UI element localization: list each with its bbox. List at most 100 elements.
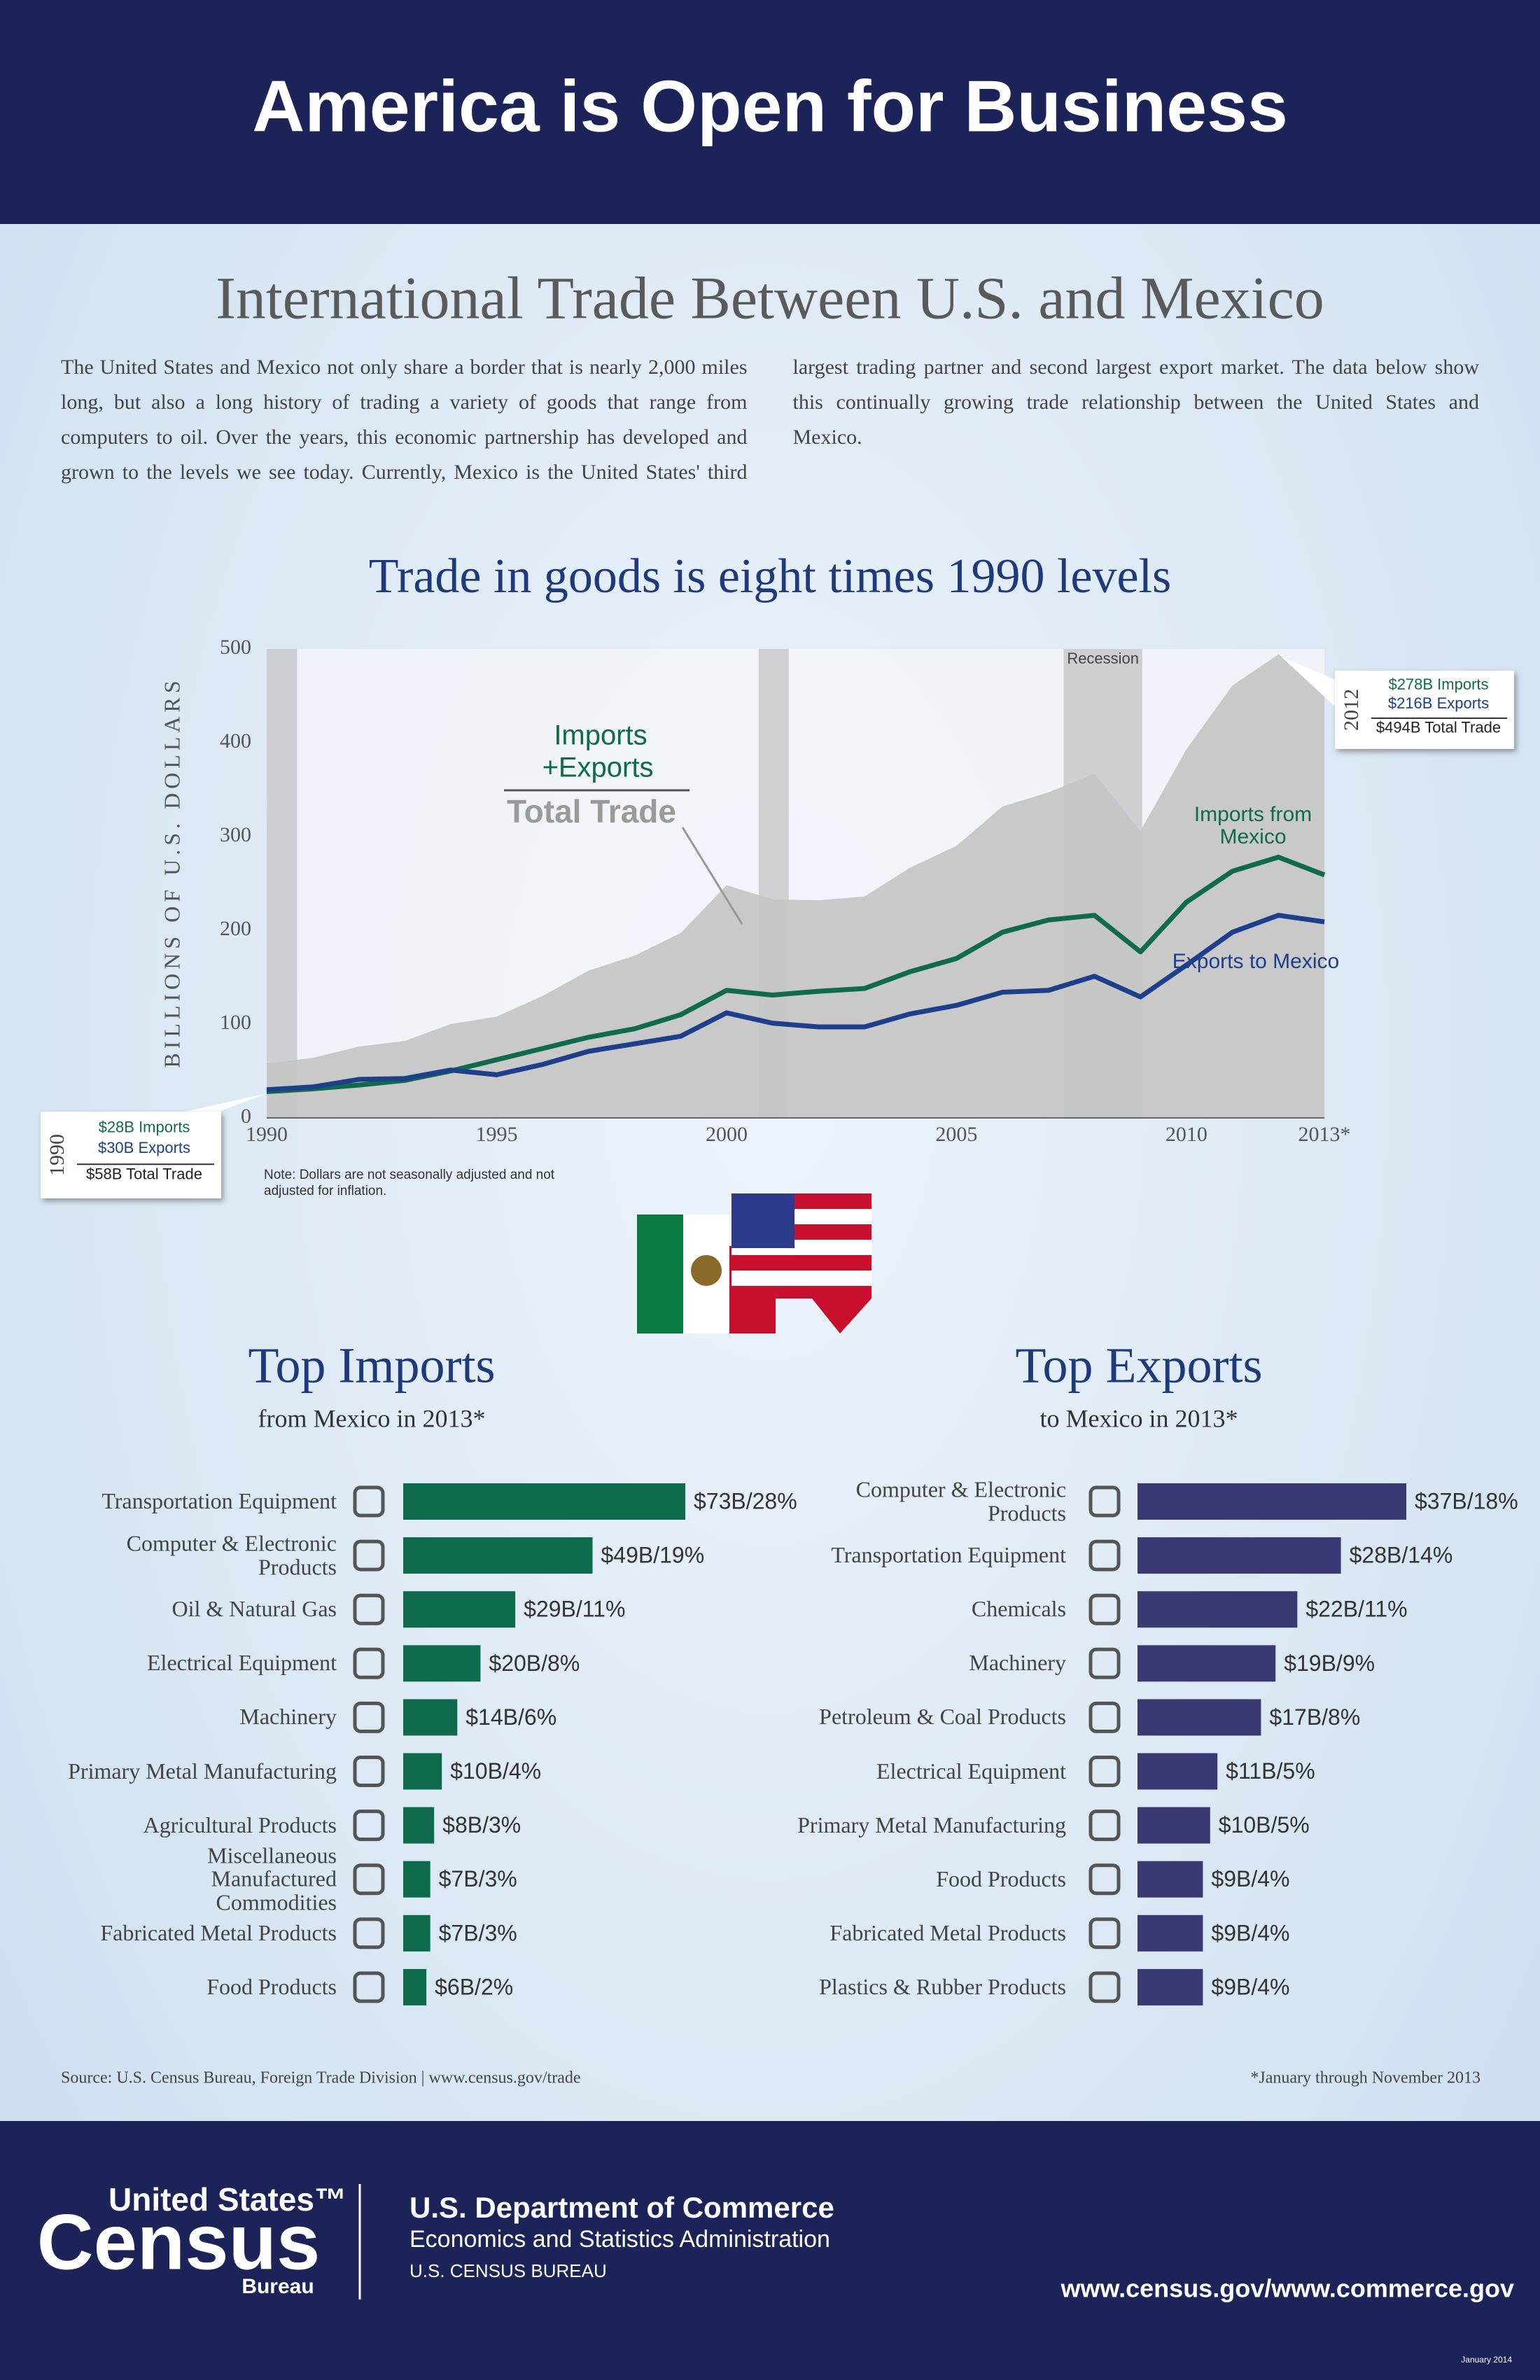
value-label: $8B/3% <box>442 1812 521 1837</box>
y-tick-label: 0 <box>241 1105 251 1128</box>
bar <box>403 1645 481 1682</box>
line <box>266 913 1325 1093</box>
flag-stripe <box>732 1255 872 1270</box>
icon <box>1088 1647 1121 1679</box>
icon <box>1088 1539 1121 1572</box>
recession-label: Recession <box>1067 650 1139 667</box>
bar <box>403 1699 458 1736</box>
callout-pointer <box>1281 657 1337 708</box>
callout-line: $216B Exports <box>1388 694 1489 712</box>
category-label: Transportation Equipment <box>831 1542 1066 1568</box>
value-label: $49B/19% <box>601 1543 705 1568</box>
icon <box>1088 1485 1121 1518</box>
category-label: Oil & Natural Gas <box>172 1596 337 1622</box>
value-label: $14B/6% <box>465 1704 556 1730</box>
value-label: $28B/14% <box>1350 1543 1453 1568</box>
category-label: Food Products <box>206 1974 337 2000</box>
icon <box>1088 1756 1121 1787</box>
chart-title: Trade in goods is eight times 1990 level… <box>369 550 1172 603</box>
value-label: $10B/5% <box>1219 1812 1310 1837</box>
logo-word: Census <box>37 2199 321 2286</box>
footnote: *January through November 2013 <box>1250 2069 1480 2087</box>
bar <box>1138 1645 1276 1682</box>
flag-canton <box>732 1194 794 1248</box>
bar <box>1138 1753 1218 1790</box>
bar <box>1138 1591 1298 1628</box>
bar-subtitle: to Mexico in 2013* <box>1040 1404 1238 1432</box>
category-label: Computer & Electronic Products <box>126 1530 337 1580</box>
icon <box>353 1647 385 1679</box>
bar <box>1138 1699 1261 1736</box>
bar <box>403 1753 442 1790</box>
value-label: $22B/11% <box>1306 1597 1407 1622</box>
source: Source: U.S. Census Bureau, Foreign Trad… <box>61 2069 581 2087</box>
callout-line: $58B Total Trade <box>86 1165 202 1182</box>
logo-line: Bureau <box>241 2275 314 2298</box>
value-label: $11B/5% <box>1226 1758 1315 1784</box>
bar <box>403 1914 430 1952</box>
category-label: Fabricated Metal Products <box>100 1920 337 1945</box>
icon <box>353 1971 385 2003</box>
callout-year: 1990 <box>46 1134 69 1176</box>
category-label: Machinery <box>969 1650 1066 1676</box>
intro-paragraph: The United States and Mexico not only sh… <box>61 356 1479 484</box>
value-label: $29B/11% <box>524 1597 625 1622</box>
bar-title: Top Exports <box>1016 1338 1263 1394</box>
x-tick-label: 2000 <box>706 1123 748 1146</box>
series-label: Exports to Mexico <box>1172 950 1340 973</box>
value-label: $9B/4% <box>1211 1974 1289 1999</box>
y-axis-label: BILLIONS OF U.S. DOLLARS <box>159 676 184 1068</box>
note: Note: Dollars are not seasonally adjuste… <box>264 1168 555 1198</box>
callout-line: $30B Exports <box>98 1139 190 1156</box>
bureau: U.S. CENSUS BUREAU <box>410 2260 607 2281</box>
bar <box>403 1537 593 1574</box>
series-label: Imports from Mexico <box>1194 803 1312 848</box>
bar <box>1138 1968 1203 2005</box>
icon <box>1088 1971 1121 2003</box>
category-label: Computer & Electronic Products <box>855 1476 1066 1525</box>
recession-band <box>267 649 298 1118</box>
flags <box>637 1194 872 1334</box>
value-label: $7B/3% <box>439 1866 517 1891</box>
x-tick-label: 1990 <box>246 1123 288 1146</box>
icon <box>353 1917 385 1949</box>
category-label: Machinery <box>239 1704 337 1730</box>
icon <box>353 1485 385 1518</box>
icon <box>353 1756 385 1787</box>
header-band <box>0 0 1540 224</box>
flag-arrow <box>812 1298 872 1334</box>
icon <box>1088 1593 1121 1625</box>
category-label: Primary Metal Manufacturing <box>68 1758 337 1784</box>
x-tick-label: 1995 <box>475 1123 517 1146</box>
bar <box>1138 1861 1203 1898</box>
pointer <box>681 827 743 925</box>
administration: Economics and Statistics Administration <box>410 2226 830 2253</box>
category-label: Miscellaneous Manufactured Commodities <box>207 1842 337 1915</box>
bar <box>403 1591 516 1628</box>
bar-title: Top Imports <box>248 1338 496 1394</box>
icon <box>1088 1863 1121 1896</box>
bar <box>1138 1914 1203 1952</box>
value-label: $20B/8% <box>489 1651 580 1676</box>
bar <box>403 1807 435 1844</box>
callout-line: $494B Total Trade <box>1376 718 1501 736</box>
category-label: Agricultural Products <box>143 1812 337 1837</box>
footer-band <box>0 2121 1540 2380</box>
bar <box>403 1483 685 1520</box>
category-label: Plastics & Rubber Products <box>819 1974 1066 2000</box>
y-tick-label: 300 <box>220 823 251 846</box>
callout-line: $278B Imports <box>1388 676 1488 693</box>
y-tick-label: 100 <box>220 1011 251 1034</box>
bar <box>1138 1483 1406 1520</box>
logo-line: United States™ <box>108 2181 346 2218</box>
value-label: $17B/8% <box>1269 1704 1360 1730</box>
x-tick-label: 2005 <box>935 1123 977 1146</box>
intro-title: International Trade Between U.S. and Mex… <box>216 265 1324 332</box>
department: U.S. Department of Commerce <box>410 2191 834 2224</box>
y-tick-label: 200 <box>220 917 251 940</box>
callout-year: 2012 <box>1340 689 1363 731</box>
value-label: $73B/28% <box>694 1488 797 1513</box>
legend-label: Total Trade <box>507 793 676 830</box>
bar <box>403 1968 427 2005</box>
category-label: Primary Metal Manufacturing <box>797 1812 1066 1837</box>
